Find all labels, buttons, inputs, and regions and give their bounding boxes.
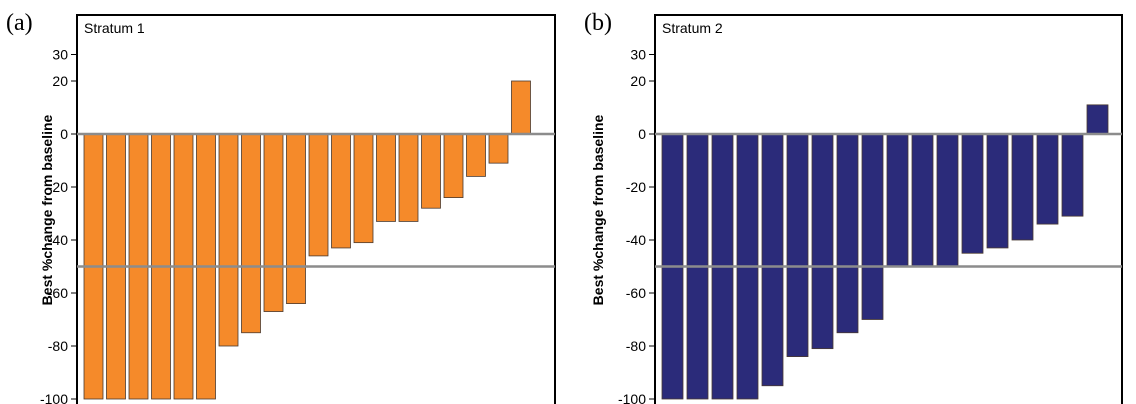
chart-title: Stratum 2: [662, 20, 723, 36]
panel-letter: (b): [584, 10, 612, 36]
y-tick-label: 0: [638, 126, 646, 142]
y-tick-label: 30: [630, 47, 646, 63]
y-tick-label: -80: [626, 338, 646, 354]
y-tick-label: 30: [52, 47, 68, 63]
bar: [986, 133, 1009, 249]
bar: [308, 133, 329, 257]
bar: [263, 133, 284, 312]
bar: [398, 133, 419, 222]
panel-letter: (a): [6, 10, 33, 36]
plot-frame: [76, 14, 556, 404]
y-tick-label: 20: [630, 73, 646, 89]
y-tick-label: 20: [52, 73, 68, 89]
bar: [886, 133, 909, 267]
bar: [241, 133, 261, 334]
bar: [761, 133, 784, 387]
plot-frame: [654, 14, 1123, 404]
bar: [1086, 104, 1109, 135]
bar: [1061, 133, 1084, 217]
y-tick-label: -40: [626, 232, 646, 248]
y-tick-label: -60: [626, 285, 646, 301]
bar: [1011, 133, 1034, 241]
bar: [218, 133, 239, 347]
y-tick-label: -100: [618, 391, 646, 404]
bar: [861, 133, 884, 320]
y-axis-label: Best %change from baseline: [39, 114, 55, 305]
bar: [1036, 133, 1059, 225]
bar: [488, 133, 509, 164]
bar: [421, 133, 441, 209]
panel-b: (b) Stratum 2 Best %change from baseline 30…: [584, 10, 1123, 404]
y-tick-label: -100: [40, 391, 68, 404]
bar: [836, 133, 859, 334]
panel-a: (a) Stratum 1 Best %change from baseline 30…: [6, 10, 556, 404]
bar: [511, 80, 531, 135]
bar: [936, 133, 959, 267]
bar: [911, 133, 934, 267]
y-tick-label: 0: [60, 126, 68, 142]
bar: [353, 133, 374, 244]
bar: [811, 133, 834, 350]
chart-title: Stratum 1: [84, 20, 145, 36]
y-tick-label: -20: [626, 179, 646, 195]
bar: [961, 133, 984, 254]
y-tick-label: -20: [48, 179, 68, 195]
bar: [443, 133, 464, 198]
y-tick-label: -60: [48, 285, 68, 301]
bar: [331, 133, 351, 249]
y-tick-label: -40: [48, 232, 68, 248]
y-axis-label: Best %change from baseline: [590, 114, 606, 305]
bar: [786, 133, 809, 358]
bar: [286, 133, 306, 305]
bar: [466, 133, 486, 177]
y-tick-label: -80: [48, 338, 68, 354]
bar: [376, 133, 396, 222]
